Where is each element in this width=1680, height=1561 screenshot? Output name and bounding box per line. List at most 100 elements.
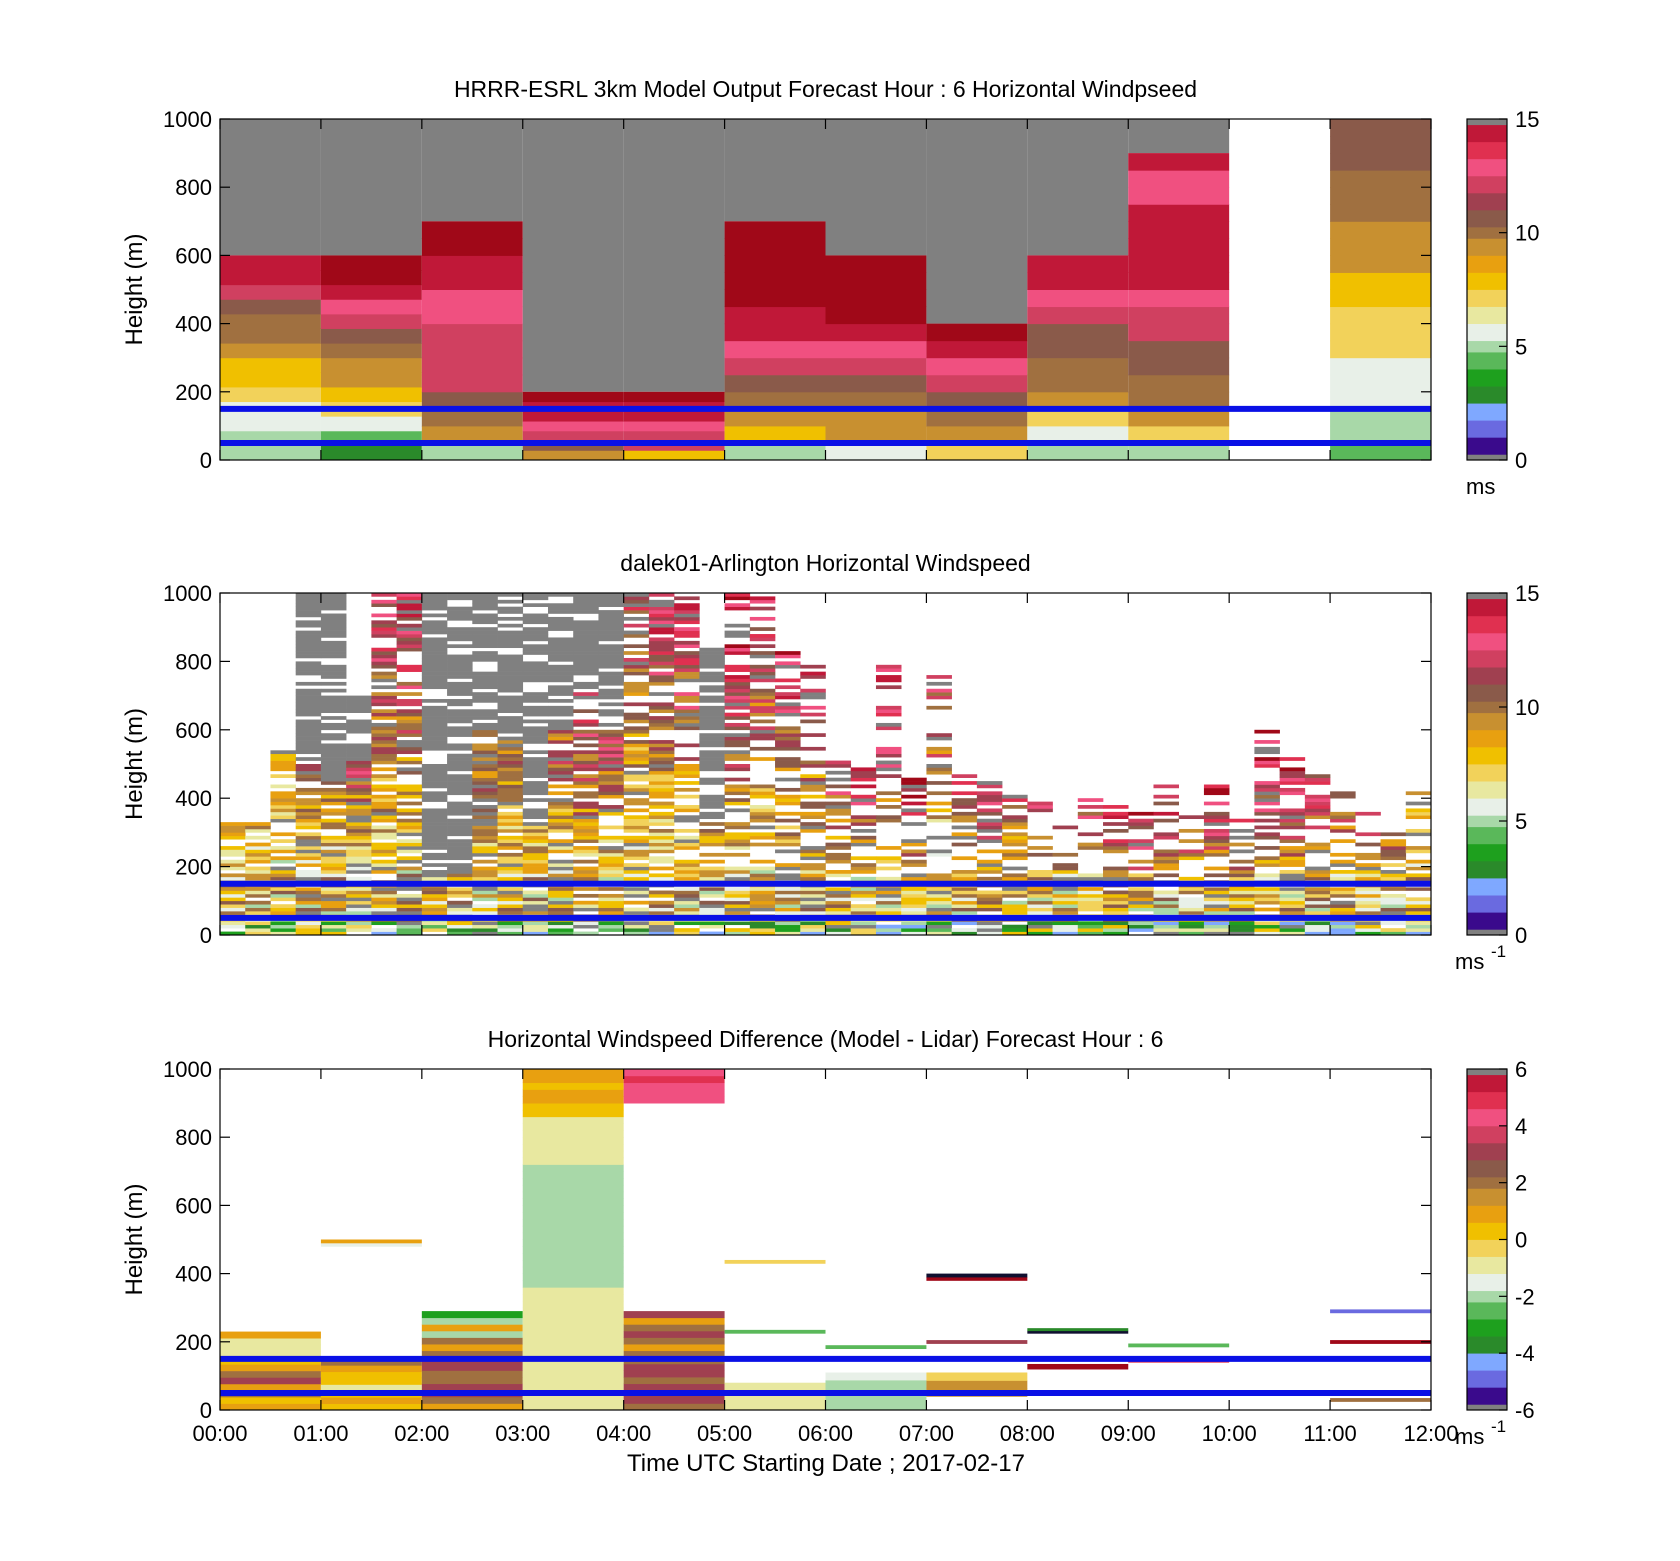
heatmap-cell [447, 688, 473, 693]
heatmap-cell [346, 866, 372, 871]
heatmap-cell [547, 760, 574, 765]
heatmap-cell [396, 593, 423, 597]
heatmap-cell [674, 596, 700, 601]
heatmap-cell [724, 842, 751, 847]
heatmap-cell [926, 442, 1028, 461]
heatmap-cell [1153, 928, 1180, 932]
heatmap-cell [1254, 921, 1280, 926]
heatmap-cell [674, 644, 700, 649]
heatmap-cell [346, 876, 372, 881]
heatmap-cell [371, 599, 397, 604]
colorbar-swatch [1467, 261, 1507, 268]
heatmap-cell [447, 774, 473, 778]
heatmap-cell [1103, 822, 1129, 826]
heatmap-cell [295, 870, 322, 874]
heatmap-cell [699, 688, 725, 693]
heatmap-cell [522, 627, 549, 631]
heatmap-cell [220, 907, 246, 912]
heatmap-cell [421, 746, 448, 751]
heatmap-cell [800, 866, 826, 871]
heatmap-cell [270, 818, 296, 823]
heatmap-cell [623, 692, 650, 696]
heatmap-cell [1128, 893, 1154, 898]
heatmap-cell [447, 716, 473, 720]
heatmap-cell [875, 675, 902, 679]
heatmap-cell [320, 893, 347, 898]
heatmap-cell [1203, 893, 1230, 898]
heatmap-cell [245, 900, 271, 905]
heatmap-cell [220, 416, 321, 432]
heatmap-cell [295, 798, 322, 802]
heatmap-cell [1279, 904, 1306, 908]
heatmap-cell [245, 890, 271, 895]
heatmap-cell [901, 863, 927, 867]
heatmap-cell [573, 784, 599, 789]
colorbar-swatch [1467, 437, 1507, 444]
heatmap-cell [522, 411, 624, 422]
heatmap-cell [699, 712, 725, 717]
heatmap-cell [850, 921, 877, 926]
heatmap-cell [749, 897, 776, 902]
colorbar-swatch [1467, 323, 1507, 330]
heatmap-cell [699, 931, 725, 936]
heatmap-cell [1279, 849, 1306, 854]
heatmap-cell [220, 832, 246, 837]
heatmap-cell [724, 846, 751, 850]
heatmap-cell [724, 767, 751, 772]
heatmap-cell [598, 835, 624, 840]
heatmap-cell [522, 900, 549, 905]
heatmap-cell [1254, 811, 1280, 816]
heatmap-cell [1355, 893, 1381, 898]
heatmap-cell [547, 764, 574, 768]
heatmap-cell [497, 876, 524, 881]
heatmap-cell [749, 805, 776, 809]
heatmap-cell [295, 893, 322, 898]
heatmap-cell [396, 640, 423, 645]
heatmap-cell [850, 876, 877, 881]
heatmap-cell [623, 777, 650, 782]
heatmap-cell [1002, 876, 1028, 881]
heatmap-cell [674, 671, 700, 676]
heatmap-cell [951, 856, 978, 861]
heatmap-cell [724, 357, 826, 376]
heatmap-cell [573, 753, 599, 758]
heatmap-cell [1153, 835, 1180, 840]
heatmap-cell [623, 411, 725, 422]
missing-cell [1128, 119, 1230, 154]
heatmap-cell [901, 808, 927, 813]
heatmap-cell [1304, 808, 1331, 813]
heatmap-cell [623, 1344, 725, 1352]
x-tick-label: 00:00 [192, 1421, 247, 1446]
heatmap-cell [951, 805, 978, 809]
heatmap-cell [901, 928, 927, 932]
heatmap-cell [1380, 921, 1407, 926]
heatmap-cell [825, 801, 852, 806]
heatmap-cell [825, 852, 852, 857]
colorbar-swatch [1467, 1211, 1507, 1218]
colorbar-tick-label: 0 [1515, 1228, 1527, 1253]
heatmap-cell [674, 616, 700, 621]
heatmap-cell [472, 876, 498, 881]
heatmap-cell [1380, 928, 1407, 932]
heatmap-cell [1052, 866, 1079, 871]
heatmap-cell [421, 924, 448, 929]
heatmap-cell [547, 770, 574, 775]
colorbar-swatch [1467, 724, 1507, 731]
heatmap-cell [623, 634, 650, 638]
heatmap-cell [522, 596, 549, 601]
heatmap-cell [1103, 842, 1129, 847]
heatmap-cell [699, 705, 725, 710]
heatmap-cell [699, 664, 725, 669]
heatmap-cell [472, 835, 498, 840]
heatmap-cell [547, 623, 574, 628]
heatmap-cell [472, 828, 498, 833]
heatmap-cell [1304, 842, 1331, 847]
heatmap-cell [674, 603, 700, 607]
heatmap-cell [346, 702, 372, 707]
heatmap-cell [573, 630, 599, 635]
heatmap-cell [699, 866, 725, 871]
heatmap-cell [674, 893, 700, 898]
heatmap-cell [623, 798, 650, 802]
colorbar-swatch [1467, 1182, 1507, 1189]
